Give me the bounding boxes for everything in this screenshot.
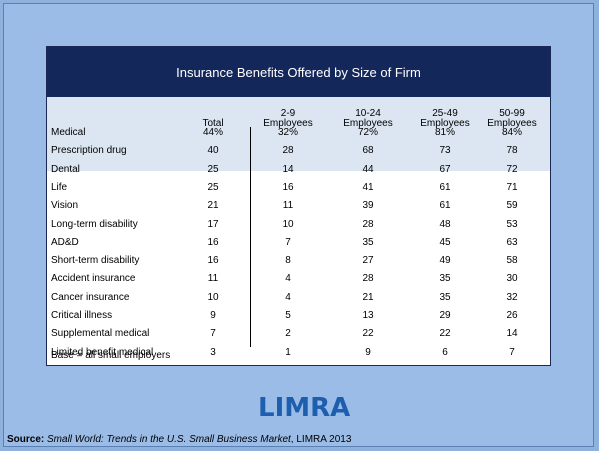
table-cell: 10 [282,218,294,230]
row-label: Cancer insurance [51,291,130,303]
table-cell: 25 [207,163,219,175]
table-cell: 39 [362,200,374,212]
row-label: Prescription drug [51,145,127,157]
table-cell: 30 [506,273,518,285]
table-cell: 8 [285,255,291,267]
source-citation: Source: Small World: Trends in the U.S. … [7,434,351,445]
row-label: AD&D [51,236,79,248]
source-rest: , LIMRA 2013 [290,434,352,445]
table-cell: 11 [207,273,219,285]
table-cell: 48 [439,218,451,230]
table-cell: 28 [362,273,374,285]
header-band [47,97,550,171]
table-cell: 32% [277,127,298,138]
table-cell: 9 [365,346,371,358]
column-header: 10-24 Employees [343,108,393,129]
table-cell: 28 [362,218,374,230]
column-header: 50-99 Employees [487,108,537,129]
table-cell: 10 [207,291,219,303]
row-label: Long-term disability [51,218,138,230]
table-cell: 4 [285,273,291,285]
table-cell: 68 [362,145,374,157]
table-cell: 84% [501,127,522,138]
table-cell: 16 [207,236,219,248]
source-label: Source: [7,434,45,445]
row-label: Supplemental medical [51,328,150,340]
row-label: Limited benefit medical [51,346,154,358]
column-header: Total [202,118,224,129]
table-cell: 9 [210,310,216,321]
row-label: Life [51,181,68,193]
table-cell: 53 [506,218,518,230]
table-cell: 7 [285,236,291,248]
source-title: Small World: Trends in the U.S. Small Bu… [47,434,291,445]
table-cell: 59 [506,200,518,212]
table-title: Insurance Benefits Offered by Size of Fi… [47,47,550,97]
column-header: 25-49 Employees [420,108,470,129]
base-note: Base = all small employers [51,350,171,361]
table-cell: 3 [210,346,216,358]
table-cell: 61 [439,181,451,193]
table-cell: 32 [506,291,518,303]
table-cell: 72 [506,163,518,175]
limra-logo-text: LIMRA [258,393,351,423]
table-cell: 67 [439,163,451,175]
table-cell: 7 [210,328,216,340]
table-cell: 7 [509,346,515,358]
table-cell: 16 [207,255,219,267]
row-label: Vision [51,200,79,212]
table-cell: 5 [285,310,291,321]
row-label: Dental [51,163,80,175]
table-cell: 58 [506,255,518,267]
table-cell: 41 [362,181,374,193]
table-cell: 35 [362,236,374,248]
row-label: Medical [51,127,86,138]
table-cell: 16 [282,181,294,193]
table-cell: 61 [439,200,451,212]
table-cell: 71 [506,181,518,193]
table-cell: 2 [285,328,291,340]
table-cell: 72% [357,127,378,138]
table-cell: 35 [439,273,451,285]
table-cell: 49 [439,255,451,267]
table-cell: 22 [362,328,374,340]
table-cell: 13 [362,310,374,321]
row-label: Critical illness [51,310,113,321]
table-cell: 29 [439,310,451,321]
table-cell: 35 [439,291,451,303]
table-cell: 14 [282,163,294,175]
table-cell: 4 [285,291,291,303]
table-cell: 6 [442,346,448,358]
limra-logo: LIMRA [258,393,350,425]
table-cell: 26 [506,310,518,321]
table-cell: 21 [362,291,374,303]
row-label: Short-term disability [51,255,140,267]
table-cell: 44 [362,163,374,175]
row-label: Accident insurance [51,273,136,285]
table-cell: 17 [207,218,219,230]
column-divider [250,127,251,347]
table-cell: 11 [282,200,294,212]
column-header: 2-9 Employees [263,108,313,129]
table-cell: 78 [506,145,518,157]
table-cell: 1 [285,346,291,358]
table-cell: 28 [282,145,294,157]
table-cell: 45 [439,236,451,248]
table-cell: 22 [439,328,451,340]
table-cell: 73 [439,145,451,157]
benefits-table: Insurance Benefits Offered by Size of Fi… [46,46,551,366]
table-cell: 21 [207,200,219,212]
table-cell: 40 [207,145,219,157]
table-cell: 44% [202,127,223,138]
table-cell: 14 [506,328,518,340]
table-cell: 25 [207,181,219,193]
table-cell: 63 [506,236,518,248]
table-cell: 27 [362,255,374,267]
table-cell: 81% [434,127,455,138]
